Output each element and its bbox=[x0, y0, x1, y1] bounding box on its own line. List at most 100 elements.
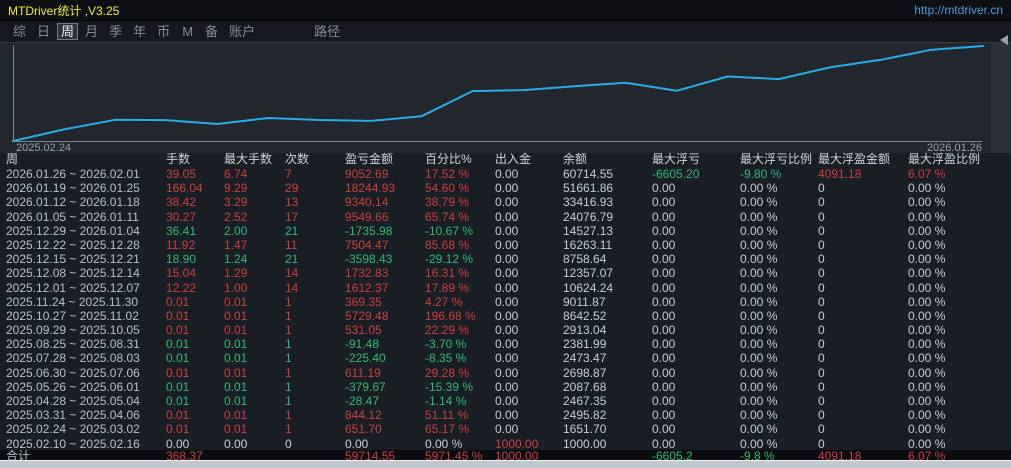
table-cell: 0 bbox=[818, 294, 825, 309]
table-cell: 0.00 bbox=[652, 365, 676, 380]
table-cell: 0.00 % bbox=[908, 323, 946, 338]
table-row[interactable]: 2025.09.29 ~ 2025.10.05 0.01 0.01 1 531.05 22… bbox=[0, 323, 1011, 337]
menu-item-3[interactable]: 月 bbox=[85, 24, 99, 39]
table-cell: 17.89 % bbox=[425, 280, 470, 295]
table-cell: 0.00 bbox=[495, 365, 519, 380]
table-row[interactable]: 2025.03.31 ~ 2025.04.06 0.01 0.01 1 844.12 51… bbox=[0, 408, 1011, 422]
table-cell: 16.31 % bbox=[425, 266, 470, 281]
table-cell: 2025.04.28 ~ 2025.05.04 bbox=[6, 394, 140, 408]
table-cell: -28.47 bbox=[345, 394, 380, 408]
table-cell: 0.01 bbox=[224, 351, 248, 366]
menu-item-7[interactable]: M bbox=[182, 24, 194, 39]
table-cell: 1 bbox=[285, 351, 292, 366]
table-row[interactable]: 2025.12.01 ~ 2025.12.07 12.22 1.00 14 1612.3… bbox=[0, 281, 1011, 295]
table-cell: -29.12 % bbox=[425, 252, 474, 267]
table-row[interactable]: 2025.02.24 ~ 2025.03.02 0.01 0.01 1 651.70 65… bbox=[0, 422, 1011, 436]
table-row[interactable]: 2025.12.22 ~ 2025.12.28 11.92 1.47 11 7504.4… bbox=[0, 238, 1011, 252]
menu-item-4[interactable]: 季 bbox=[109, 24, 123, 39]
menu-item-8[interactable]: 备 bbox=[205, 24, 219, 39]
table-row[interactable]: 2026.01.05 ~ 2026.01.11 30.27 2.52 17 9549.6… bbox=[0, 210, 1011, 224]
table-cell: 2025.06.30 ~ 2025.07.06 bbox=[6, 365, 140, 380]
table-cell: 0.00 bbox=[652, 408, 676, 423]
table-cell: 0.00 % bbox=[740, 422, 778, 437]
table-cell: 0.01 bbox=[224, 422, 248, 437]
table-cell: 0.01 bbox=[224, 408, 248, 423]
table-cell: 11.92 bbox=[166, 237, 196, 252]
table-cell: 368.37 bbox=[166, 449, 203, 463]
table-row[interactable]: 2026.01.12 ~ 2026.01.18 38.42 3.29 13 9340.1… bbox=[0, 195, 1011, 209]
table-cell: 0.00 bbox=[652, 237, 676, 252]
table-cell: 0.00 bbox=[652, 252, 676, 267]
table-cell: 85.68 % bbox=[425, 237, 470, 252]
chart-scrollbar-track[interactable] bbox=[991, 43, 1011, 153]
table-row[interactable]: 2025.12.29 ~ 2026.01.04 36.41 2.00 21 -1735.… bbox=[0, 224, 1011, 238]
table-cell: -6605.20 bbox=[652, 167, 700, 181]
table-row[interactable]: 2025.06.30 ~ 2025.07.06 0.01 0.01 1 611.19 29… bbox=[0, 366, 1011, 380]
menu-item-5[interactable]: 年 bbox=[133, 24, 147, 39]
website-link[interactable]: http://mtdriver.cn bbox=[914, 3, 1003, 17]
table-row[interactable]: 2025.05.26 ~ 2025.06.01 0.01 0.01 1 -379.67 -… bbox=[0, 380, 1011, 394]
table-cell: 0.01 bbox=[224, 365, 248, 380]
table-row[interactable]: 2025.12.08 ~ 2025.12.14 15.04 1.29 14 1732.8… bbox=[0, 266, 1011, 280]
table-cell: 1 bbox=[285, 337, 292, 352]
table-cell: 0.00 bbox=[495, 394, 519, 408]
table-row[interactable]: 2025.08.25 ~ 2025.08.31 0.01 0.01 1 -91.48 -3… bbox=[0, 337, 1011, 351]
table-cell: 0.00 bbox=[652, 195, 676, 210]
table-cell: 16263.11 bbox=[563, 237, 613, 252]
table-cell: 2026.01.05 ~ 2026.01.11 bbox=[6, 209, 139, 224]
table-cell: 1.29 bbox=[224, 266, 248, 281]
table-row[interactable]: 2025.07.28 ~ 2025.08.03 0.01 0.01 1 -225.40 -… bbox=[0, 351, 1011, 365]
table-cell: 29.28 % bbox=[425, 365, 470, 380]
table-cell: 0.00 % bbox=[740, 308, 778, 323]
table-cell: 30.27 bbox=[166, 209, 197, 224]
table-row[interactable]: 2026.01.26 ~ 2026.02.01 39.05 6.74 7 9052.69… bbox=[0, 167, 1011, 181]
table-cell: -8.35 % bbox=[425, 351, 467, 366]
table-cell: 0 bbox=[818, 308, 825, 323]
table-cell: 0.00 % bbox=[908, 308, 946, 323]
table-cell: 1 bbox=[285, 408, 292, 423]
table-cell: 0.00 % bbox=[740, 337, 778, 352]
table-cell: 0.00 % bbox=[740, 365, 778, 380]
menu-item-9[interactable]: 账户 bbox=[229, 24, 256, 39]
table-cell: 0.00 bbox=[495, 195, 519, 210]
table-cell: 4091.18 bbox=[818, 167, 862, 181]
menu-item-6[interactable]: 币 bbox=[157, 24, 171, 39]
table-cell: 0.00 % bbox=[908, 394, 946, 408]
table-cell: -379.67 bbox=[345, 379, 386, 394]
table-row[interactable]: 2025.12.15 ~ 2025.12.21 18.90 1.24 21 -3598.… bbox=[0, 252, 1011, 266]
table-cell: 0.00 bbox=[495, 266, 519, 281]
scroll-left-arrow-icon[interactable] bbox=[1000, 35, 1008, 45]
table-cell: 0 bbox=[818, 266, 825, 281]
table-cell: 2.52 bbox=[224, 209, 248, 224]
horizontal-scrollbar[interactable] bbox=[0, 460, 1011, 468]
table-cell: 12357.07 bbox=[563, 266, 614, 281]
table-cell: 0.00 bbox=[345, 436, 369, 451]
table-cell: 0 bbox=[818, 422, 825, 437]
table-cell: 21 bbox=[285, 223, 299, 238]
table-cell: 0.00 bbox=[652, 209, 676, 224]
table-cell: 0 bbox=[818, 323, 825, 338]
table-cell: 2025.12.08 ~ 2025.12.14 bbox=[6, 266, 140, 281]
table-cell: 9.29 bbox=[224, 181, 248, 196]
menu-item-0[interactable]: 综 bbox=[13, 24, 27, 39]
table-row-total[interactable]: 合计 368.37 59714.55 5971.45 % 1000.00 -6605.2 -… bbox=[0, 449, 1011, 463]
table-cell: 1 bbox=[285, 323, 292, 338]
table-cell: 0.00 % bbox=[908, 223, 946, 238]
table-row[interactable]: 2025.02.10 ~ 2025.02.16 0.00 0.00 0 0.00 0.00… bbox=[0, 437, 1011, 451]
table-cell: 0.00 % bbox=[908, 252, 946, 267]
table-cell: 0.00 % bbox=[425, 436, 463, 451]
table-row[interactable]: 2025.10.27 ~ 2025.11.02 0.01 0.01 1 5729.48 1… bbox=[0, 309, 1011, 323]
x-axis-end-label: 2026.01.26 bbox=[926, 142, 982, 154]
menu-item-1[interactable]: 日 bbox=[37, 24, 51, 39]
table-cell: 38.42 bbox=[166, 195, 197, 210]
table-row[interactable]: 2025.04.28 ~ 2025.05.04 0.01 0.01 1 -28.47 -1… bbox=[0, 394, 1011, 408]
table-cell: 0 bbox=[818, 237, 825, 252]
table-row[interactable]: 2026.01.19 ~ 2026.01.25 166.04 9.29 29 18244… bbox=[0, 181, 1011, 195]
table-cell: 0.01 bbox=[224, 323, 248, 338]
table-cell: 369.35 bbox=[345, 294, 382, 309]
table-cell: 0.00 % bbox=[740, 181, 778, 196]
table-row[interactable]: 2025.11.24 ~ 2025.11.30 0.01 0.01 1 369.35 4.… bbox=[0, 295, 1011, 309]
menu-item-10[interactable]: 路径 bbox=[314, 24, 341, 39]
menu-item-2[interactable]: 周 bbox=[57, 23, 79, 40]
table-cell: 2025.02.10 ~ 2025.02.16 bbox=[6, 436, 140, 451]
